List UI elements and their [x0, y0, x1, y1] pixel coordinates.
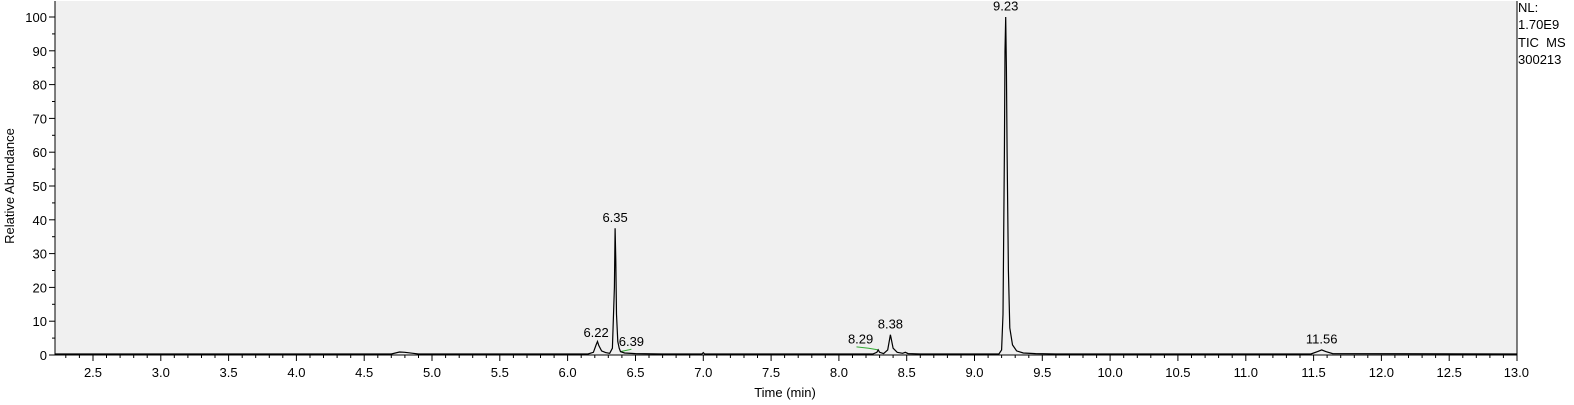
y-tick-label: 20 — [33, 280, 47, 295]
x-tick-label: 12.5 — [1437, 365, 1462, 380]
x-tick-label: 9.5 — [1033, 365, 1051, 380]
x-axis-title: Time (min) — [754, 385, 816, 400]
plot-area — [55, 1, 1517, 355]
x-tick-label: 11.0 — [1234, 365, 1258, 380]
y-tick-label: 30 — [33, 247, 47, 262]
info-file-id: 300213 — [1518, 52, 1561, 67]
x-tick-label: 9.0 — [965, 365, 983, 380]
y-tick-label: 80 — [33, 78, 47, 93]
integration-line — [620, 348, 632, 353]
peak-label: 11.56 — [1306, 332, 1338, 347]
x-tick-label: 7.0 — [694, 365, 712, 380]
peak-label: 6.22 — [583, 325, 608, 340]
y-tick-label: 10 — [33, 314, 47, 329]
info-scan-type: TIC MS — [1518, 35, 1566, 50]
peak-label: 8.29 — [848, 332, 873, 347]
tick-marks — [49, 16, 1518, 361]
x-tick-labels: 2.5 3.0 3.5 4.0 4.5 5.0 5.5 6.0 6.5 7.0 7.5 8.0 8.5 9… — [84, 365, 1529, 380]
x-tick-label: 13.0 — [1504, 365, 1529, 380]
integration-lines — [620, 346, 879, 353]
peak-label: 9.23 — [993, 0, 1018, 14]
y-axis-title: Relative Abundance — [2, 128, 17, 244]
x-tick-label: 7.5 — [762, 365, 780, 380]
x-tick-label: 12.0 — [1369, 365, 1394, 380]
x-tick-label: 8.5 — [898, 365, 916, 380]
y-tick-labels: 0 10 20 30 40 50 60 70 80 90 100 — [25, 10, 47, 363]
y-tick-label: 60 — [33, 145, 47, 160]
y-tick-label: 40 — [33, 213, 47, 228]
y-tick-label: 0 — [40, 348, 47, 363]
info-nl-label: NL: — [1518, 0, 1538, 15]
y-tick-label: 50 — [33, 179, 47, 194]
x-tick-label: 8.0 — [830, 365, 848, 380]
y-tick-label: 100 — [25, 10, 47, 25]
info-block: NL: 1.70E9 TIC MS 300213 — [1518, 0, 1566, 67]
peak-label: 8.38 — [878, 316, 903, 331]
x-tick-label: 5.0 — [423, 365, 441, 380]
tic-trace — [55, 16, 1518, 355]
x-tick-label: 10.0 — [1097, 365, 1122, 380]
peak-labels: 6.22 6.35 6.39 8.29 8.38 9.23 11.56 — [583, 0, 1337, 349]
x-tick-label: 11.5 — [1301, 365, 1325, 380]
x-tick-label: 3.5 — [220, 365, 238, 380]
x-tick-label: 6.5 — [626, 365, 644, 380]
y-tick-label: 90 — [33, 44, 47, 59]
info-nl-value: 1.70E9 — [1518, 17, 1559, 32]
x-tick-label: 3.0 — [152, 365, 170, 380]
x-tick-label: 4.0 — [287, 365, 305, 380]
y-tick-label: 70 — [33, 111, 47, 126]
x-tick-label: 6.0 — [559, 365, 577, 380]
peak-label: 6.39 — [619, 334, 644, 349]
integration-line — [856, 346, 879, 351]
x-tick-label: 4.5 — [355, 365, 373, 380]
x-tick-label: 10.5 — [1165, 365, 1190, 380]
x-tick-label: 5.5 — [491, 365, 509, 380]
peak-label: 6.35 — [602, 210, 627, 225]
x-tick-label: 2.5 — [84, 365, 102, 380]
